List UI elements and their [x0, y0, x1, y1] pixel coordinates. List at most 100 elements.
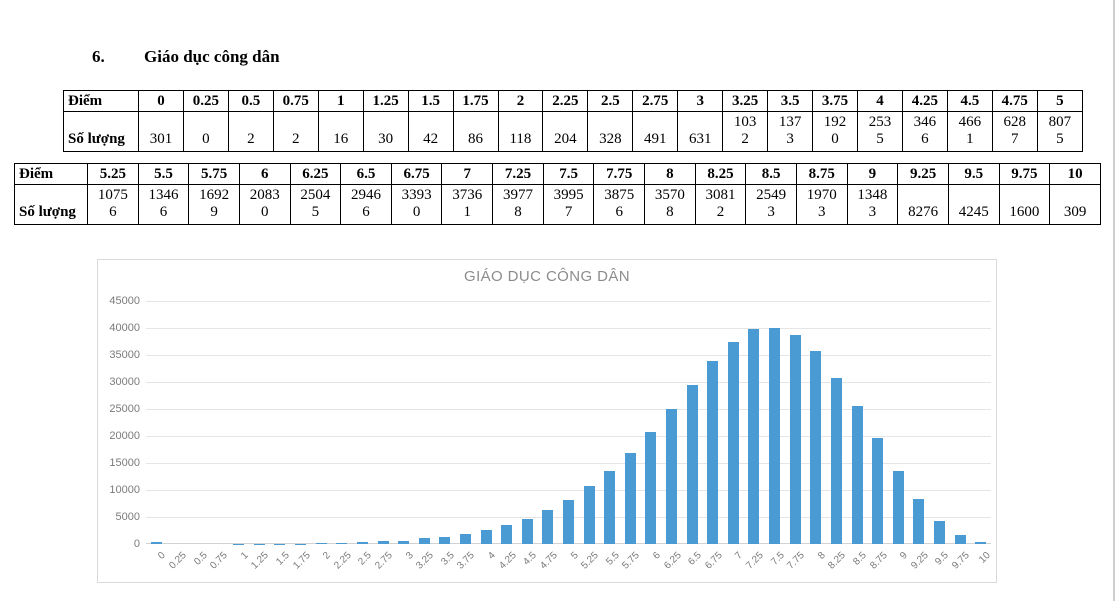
bar [830, 377, 842, 544]
x-axis-label: 3.75 [455, 550, 478, 572]
y-axis-label: 30000 [109, 376, 140, 388]
x-axis-label: 5 [568, 550, 581, 562]
x-axis-label: 4.25 [496, 550, 519, 572]
x-axis-label: 1 [238, 550, 251, 562]
x-axis-label: 9.5 [933, 550, 952, 568]
count-cell: 1346 6 [137, 184, 190, 225]
score-header-cell: 5.75 [188, 163, 240, 185]
count-cell: 2083 0 [238, 184, 291, 225]
score-header-cell: 5 [1036, 90, 1084, 112]
score-header-cell: 7 [441, 163, 494, 185]
count-cell: 1970 3 [795, 184, 848, 225]
count-cell: 86 [452, 111, 499, 152]
gridline [146, 382, 991, 383]
score-header-cell: 3.25 [722, 90, 769, 112]
x-axis-label: 0.25 [167, 550, 189, 572]
bar [851, 406, 863, 544]
x-axis-label: 4.75 [538, 550, 560, 572]
count-cell: 42 [407, 111, 454, 152]
score-header-cell: 5.5 [137, 163, 190, 185]
x-axis-label: 2.25 [332, 550, 354, 572]
count-cell: 346 6 [901, 111, 948, 152]
count-cell: 4245 [947, 184, 1000, 225]
bar [356, 542, 368, 544]
x-axis-label: 7.75 [785, 550, 807, 572]
gridline [146, 463, 991, 464]
count-cell: 2549 3 [745, 184, 797, 225]
bar [150, 542, 162, 544]
score-header-cell: 2.75 [632, 90, 679, 112]
score-header-cell: 6.5 [340, 163, 392, 185]
bar [315, 543, 327, 544]
y-axis-label: 5000 [115, 511, 140, 523]
score-header-cell: 8.75 [795, 163, 848, 185]
plot-area [146, 301, 991, 544]
count-cell: 328 [587, 111, 634, 152]
count-cell: 3081 2 [694, 184, 747, 225]
score-header-cell: 8 [644, 163, 696, 185]
x-axis-label: 4 [486, 550, 498, 562]
bar [459, 533, 471, 544]
count-cell: 1600 [998, 184, 1051, 225]
bar [975, 542, 987, 544]
y-axis-label: 35000 [109, 349, 140, 361]
x-axis-label: 3.25 [414, 550, 436, 572]
score-header-cell: 1.25 [362, 90, 409, 112]
count-cell: 628 7 [991, 111, 1038, 152]
x-axis-label: 10 [976, 550, 993, 566]
chart-container: GIÁO DỤC CÔNG DÂN 0 5000 10000 15000 20000 25… [97, 259, 997, 583]
count-cell: 309 [1049, 184, 1101, 225]
score-header-cell: 0 [138, 90, 184, 112]
bar [480, 530, 492, 544]
score-header-cell: 1 [317, 90, 364, 112]
bar [439, 536, 451, 544]
count-cell: 3736 1 [441, 184, 494, 225]
bar [418, 538, 430, 544]
x-axis-label: 1.75 [290, 550, 313, 572]
x-axis-label: 6 [651, 550, 663, 562]
bar [769, 328, 781, 544]
score-header-cell: 7.75 [593, 163, 646, 185]
count-cell: 631 [677, 111, 724, 152]
bar [892, 471, 904, 544]
x-axis-label: 7 [733, 550, 746, 562]
count-cell: 807 5 [1036, 111, 1084, 152]
bar [295, 543, 307, 544]
count-cell: 30 [362, 111, 409, 152]
score-header-cell: 8.5 [745, 163, 797, 185]
x-axis-label: 2.75 [373, 550, 395, 572]
y-axis-label: 25000 [109, 403, 140, 415]
count-cell: 16 [317, 111, 364, 152]
x-axis-label: 6.5 [686, 550, 704, 568]
gridline [146, 301, 991, 302]
bar [686, 384, 698, 544]
count-cell: 1075 6 [87, 184, 139, 225]
count-cell: 1348 3 [846, 184, 899, 225]
count-cell: 2504 5 [289, 184, 342, 225]
score-header-cell: 0.75 [272, 90, 319, 112]
bar [954, 535, 966, 544]
x-axis-label: 8.75 [867, 550, 890, 572]
count-cell: 3995 7 [542, 184, 595, 225]
x-axis-label: 9 [898, 550, 911, 562]
x-axis-label: 2.5 [356, 550, 375, 568]
score-header-cell: 6.75 [390, 163, 443, 185]
bar [707, 360, 719, 544]
x-axis-label: 6.75 [702, 550, 725, 572]
score-header-cell: 5.25 [87, 163, 139, 185]
score-row-label: Điểm [63, 90, 139, 112]
x-axis-label: 2 [321, 550, 333, 562]
x-axis-label: 4.5 [521, 550, 540, 568]
y-axis-labels: 0 5000 10000 15000 20000 25000 30000 35000 40000… [98, 260, 140, 584]
x-axis-label: 8.5 [851, 550, 869, 568]
y-axis-label: 15000 [109, 457, 140, 469]
gridline [146, 355, 991, 356]
score-header-cell: 9 [846, 163, 899, 185]
count-cell: 491 [632, 111, 679, 152]
score-header-cell: 0.25 [182, 90, 229, 112]
count-cell: 192 0 [812, 111, 858, 152]
x-axis-label: 5.25 [579, 550, 601, 572]
x-axis-label: 9.75 [950, 550, 972, 572]
count-cell: 1692 9 [188, 184, 240, 225]
